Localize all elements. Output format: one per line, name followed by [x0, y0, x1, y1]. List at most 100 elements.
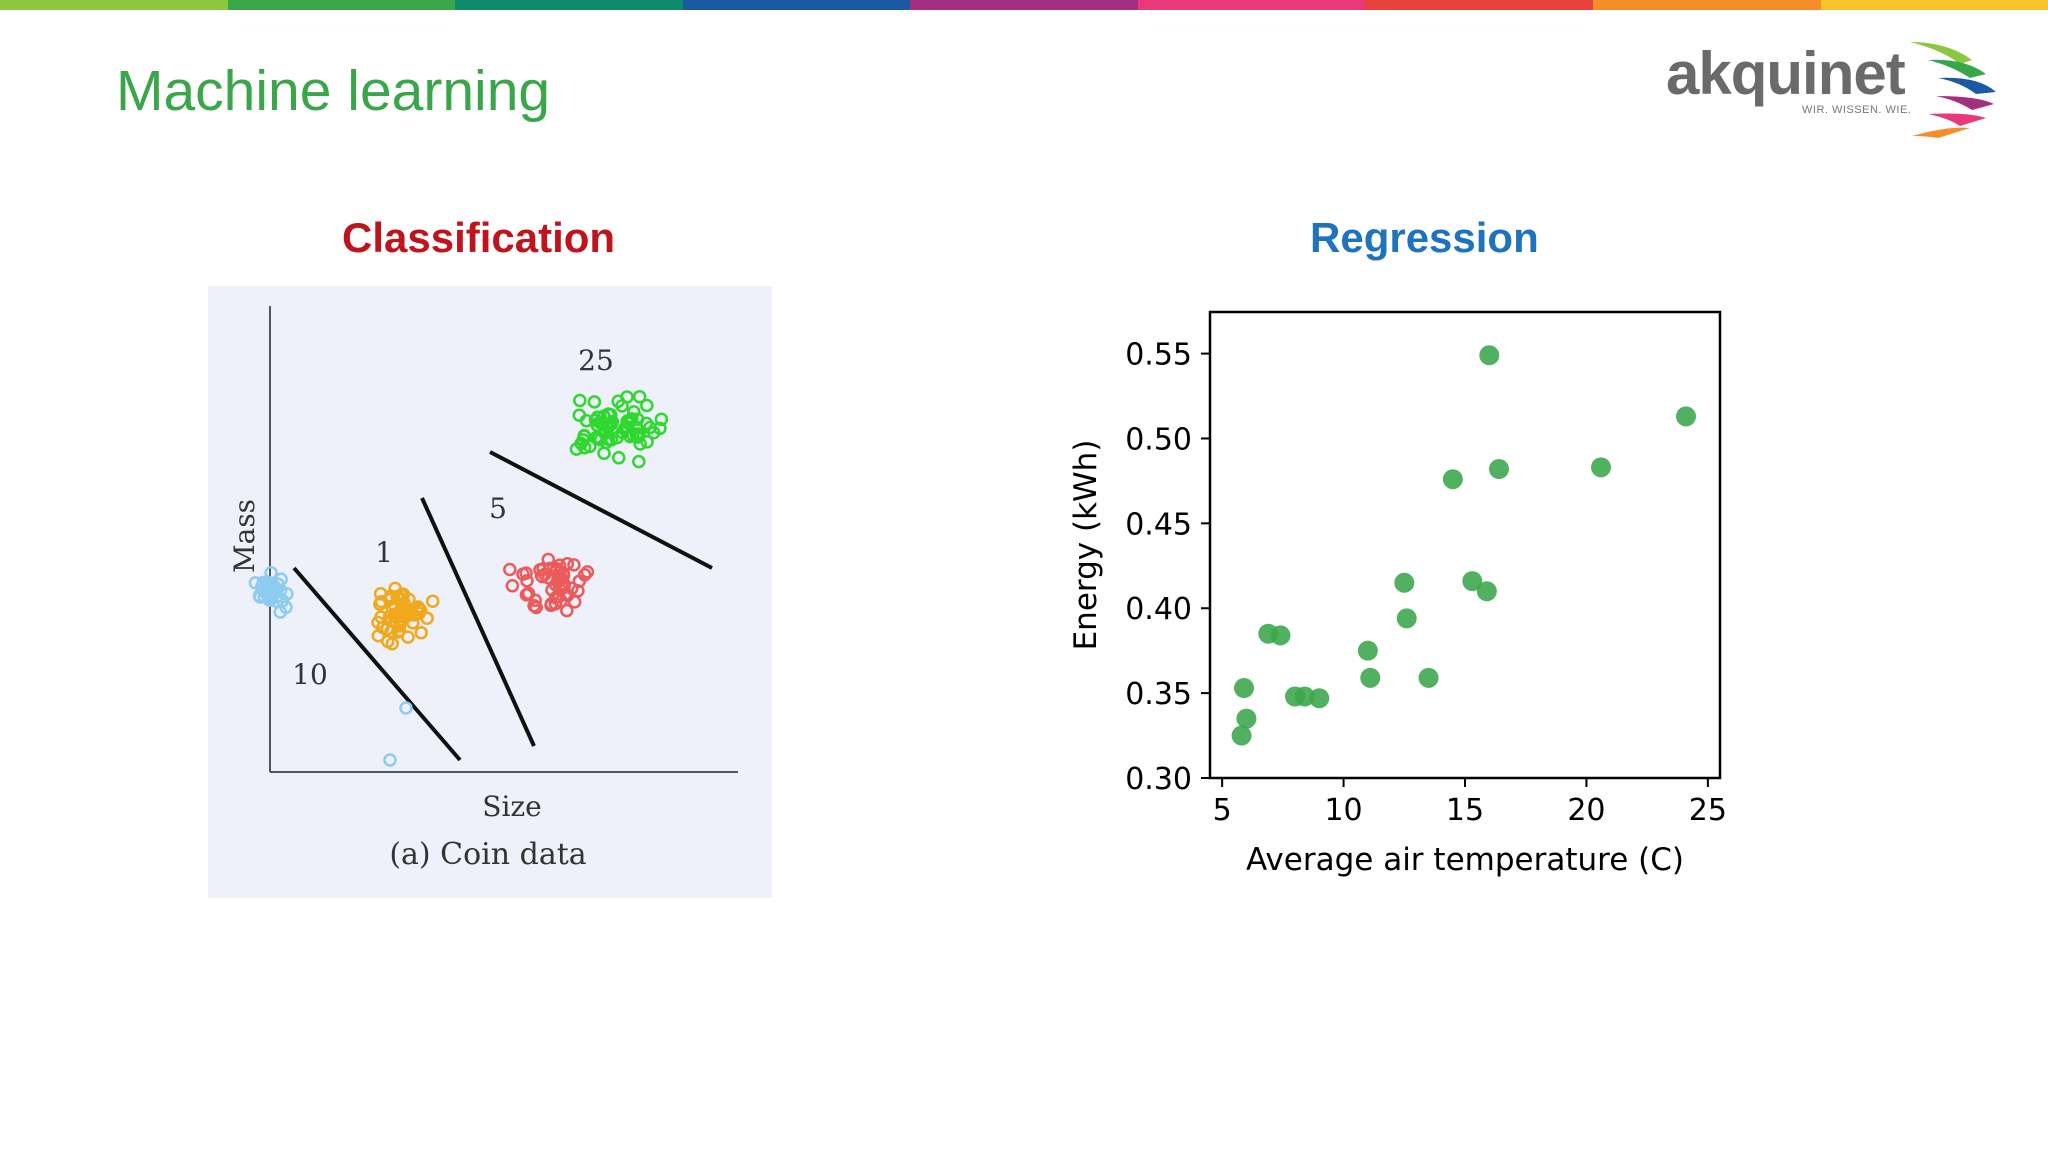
coin-point [580, 565, 595, 579]
coin-data-plot: 10 1 5 25 Mass Size (a) Coin data [228, 306, 738, 872]
logo-swoosh-icon [1910, 42, 1996, 138]
coin-point [382, 610, 397, 624]
coin-point [574, 436, 588, 451]
brand-color-segment [1137, 0, 1366, 10]
y-tick-label: 0.35 [1125, 677, 1192, 712]
data-point [1676, 406, 1696, 427]
y-tick-label: 0.40 [1125, 592, 1192, 627]
x-tick-label: 10 [1324, 793, 1362, 828]
coin-point [601, 432, 616, 447]
x-tick-label: 15 [1446, 793, 1484, 828]
classification-figure: 10 1 5 25 Mass Size (a) Coin data [208, 286, 772, 898]
brand-color-bar [0, 0, 2048, 10]
coin-point [397, 608, 412, 623]
coin-point [401, 630, 415, 644]
regression-plot: 5 10 15 20 25 0.30 0.35 0.40 0.45 0.50 0.55 Averag… [1068, 310, 1727, 878]
coin-point [414, 625, 428, 640]
coin-point [647, 425, 661, 440]
logo-wordmark: akquinet [1666, 40, 1906, 107]
coin-point [374, 594, 389, 609]
decision-boundary [292, 566, 462, 762]
coin-point [413, 603, 428, 618]
regression-chart: 5 10 15 20 25 0.30 0.35 0.40 0.45 0.50 0.55 Averag… [1050, 290, 1770, 890]
data-point [1591, 457, 1611, 478]
data-point [1442, 469, 1463, 490]
regression-title: Regression [1310, 214, 1539, 261]
data-point [1489, 459, 1509, 480]
data-point [1309, 688, 1330, 709]
coin-point [254, 579, 269, 594]
brand-color-segment [1592, 0, 1821, 10]
brand-color-segment [455, 0, 683, 10]
coin-point [399, 701, 413, 715]
coin-point [279, 600, 293, 615]
x-tick-label: 20 [1567, 793, 1605, 828]
coin-point [579, 413, 594, 428]
coin-point [534, 569, 549, 583]
decision-boundary [420, 497, 536, 747]
coin-point [632, 454, 646, 469]
plot-frame [1208, 310, 1722, 780]
coin-point [587, 395, 602, 409]
brand-color-segment [682, 0, 911, 10]
coin-point [611, 451, 626, 465]
coin-point [529, 600, 543, 615]
y-tick-label: 0.45 [1125, 507, 1192, 542]
data-point [1360, 667, 1381, 688]
coin-point [629, 428, 644, 443]
coin-point [393, 619, 407, 633]
akquinet-logo: akquinet WIR. WISSEN. WIE. [1660, 34, 2000, 144]
data-point [1479, 345, 1500, 366]
y-axis-label: Mass [228, 499, 261, 573]
coin-point [388, 581, 402, 596]
coin-point [383, 753, 397, 767]
coin-point [640, 435, 654, 449]
x-tick-label: 5 [1213, 793, 1232, 828]
coin-point [627, 405, 641, 419]
decision-boundary [489, 450, 713, 570]
data-point [1462, 571, 1483, 592]
y-axis-label: Energy (kWh) [1068, 440, 1104, 651]
coin-point [640, 398, 654, 413]
coin-point [654, 412, 669, 427]
brand-color-segment [910, 0, 1138, 10]
classification-title: Classification [342, 214, 616, 261]
coin-point [533, 563, 547, 577]
coin-point [264, 591, 279, 605]
coin-point [594, 415, 608, 429]
x-tick-label: 25 [1689, 793, 1727, 828]
data-point [1236, 708, 1257, 729]
data-point [1357, 640, 1378, 661]
data-point [1294, 686, 1315, 707]
data-point [1270, 625, 1291, 646]
coin-point [505, 579, 520, 593]
coin-point [632, 389, 647, 404]
y-tick-label: 0.30 [1125, 762, 1192, 797]
x-axis-label: Size [482, 790, 541, 823]
brand-color-segment [1365, 0, 1593, 10]
cluster-label: 25 [578, 344, 614, 377]
data-point [1394, 572, 1415, 593]
figure-caption: (a) Coin data [389, 837, 586, 872]
coin-point [567, 558, 581, 572]
logo-tagline: WIR. WISSEN. WIE. [1802, 104, 1912, 116]
brand-color-segment [227, 0, 456, 10]
coin-point [573, 393, 587, 408]
coin-point [597, 446, 611, 460]
y-tick-label: 0.50 [1125, 422, 1192, 457]
coin-point [385, 601, 400, 615]
data-point [1476, 581, 1497, 602]
coin-point [521, 587, 536, 601]
data-point [1234, 678, 1254, 699]
coin-point [549, 564, 563, 578]
coin-point [385, 636, 400, 651]
slide-title: Machine learning [116, 59, 551, 123]
coin-point [630, 420, 644, 435]
coin-point [425, 594, 440, 608]
coin-point [520, 574, 534, 588]
coin-point [503, 562, 517, 577]
cluster-label: 5 [489, 492, 507, 525]
cluster-label: 10 [292, 658, 328, 691]
coin-point [567, 595, 582, 609]
cluster-label: 1 [375, 536, 393, 569]
